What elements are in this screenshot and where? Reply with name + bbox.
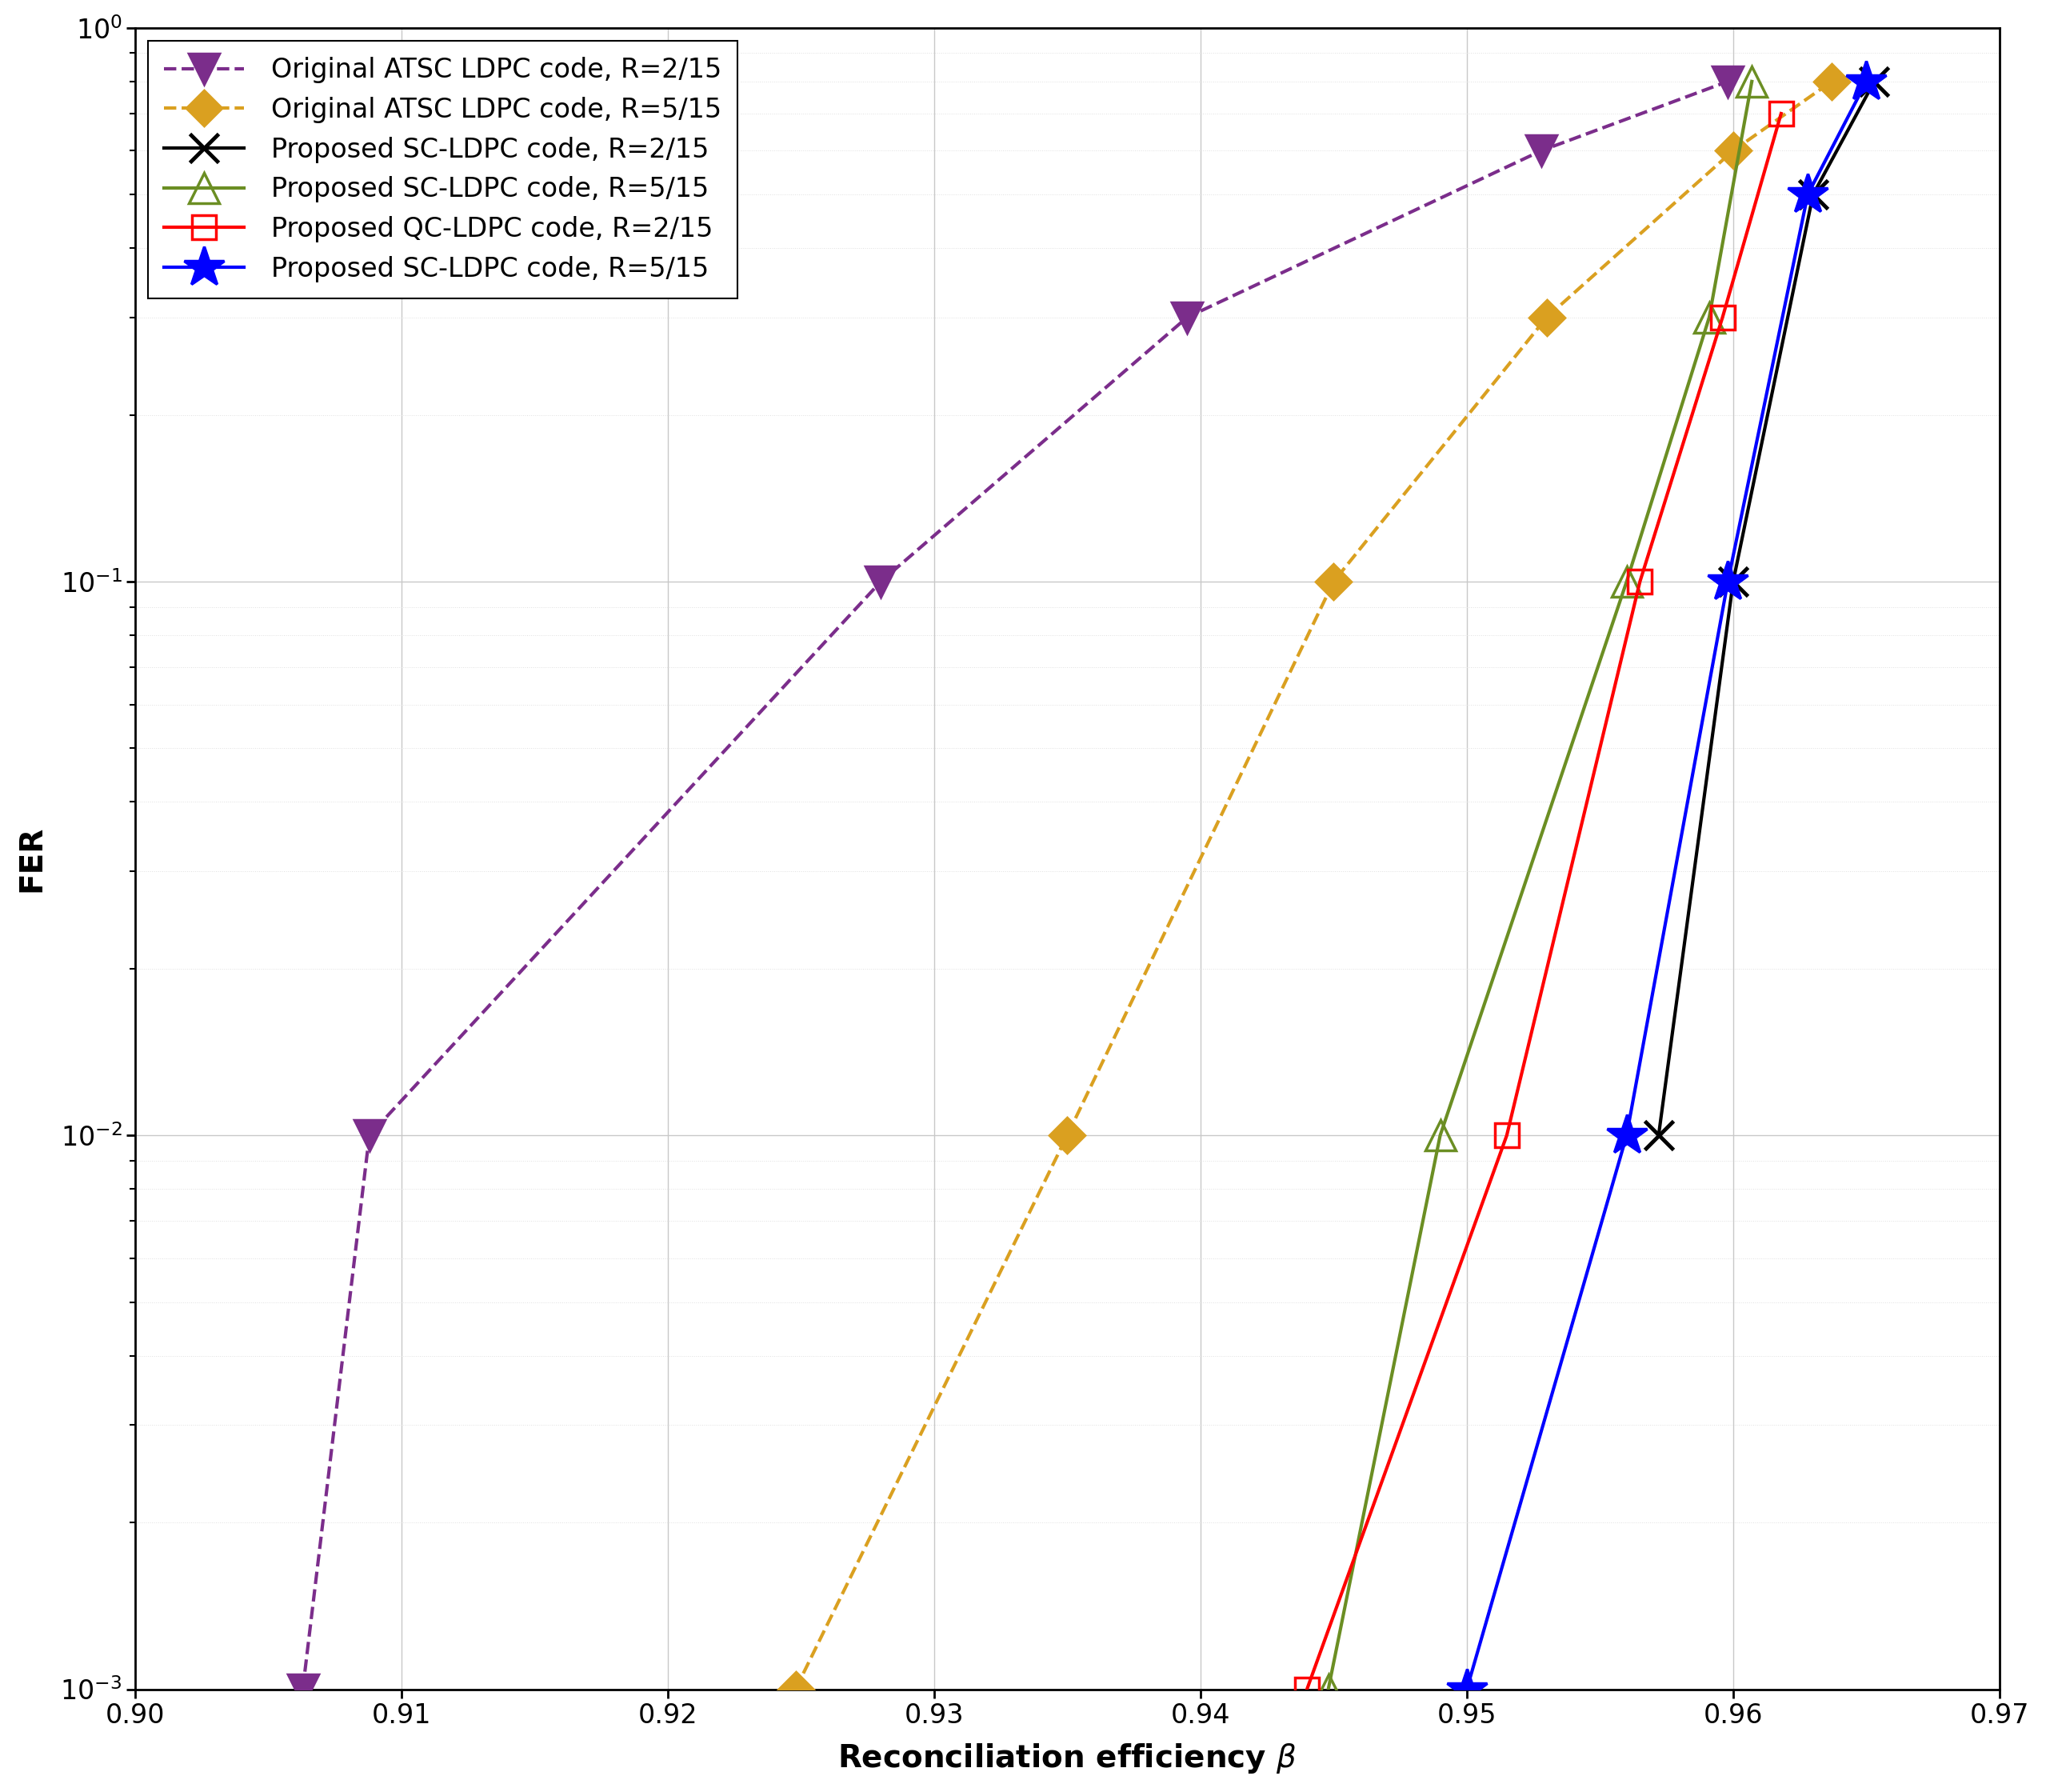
Proposed QC-LDPC code, R=2/15	[1770, 102, 1794, 124]
Line: Original ATSC LDPC code, R=2/15: Original ATSC LDPC code, R=2/15	[286, 66, 1743, 1704]
Line: Proposed SC-LDPC code, R=5/15: Proposed SC-LDPC code, R=5/15	[1314, 66, 1768, 1704]
Proposed SC-LDPC code, R=2/15	[1721, 572, 1745, 593]
Y-axis label: FER: FER	[16, 824, 47, 892]
Proposed SC-LDPC code, R=5/15	[1854, 70, 1878, 91]
Proposed SC-LDPC code, R=5/15	[1739, 70, 1764, 91]
Proposed QC-LDPC code, R=2/15	[1710, 306, 1735, 328]
Original ATSC LDPC code, R=2/15	[868, 572, 892, 593]
Original ATSC LDPC code, R=5/15	[1056, 1125, 1080, 1147]
Proposed SC-LDPC code, R=5/15	[1715, 572, 1739, 593]
Proposed SC-LDPC code, R=5/15	[1614, 572, 1639, 593]
Original ATSC LDPC code, R=2/15	[358, 1125, 383, 1147]
Proposed SC-LDPC code, R=2/15	[1862, 70, 1886, 91]
Original ATSC LDPC code, R=2/15	[1715, 70, 1739, 91]
Proposed SC-LDPC code, R=5/15	[1696, 306, 1721, 328]
Proposed QC-LDPC code, R=2/15	[1295, 1679, 1320, 1701]
Proposed SC-LDPC code, R=5/15	[1796, 185, 1821, 206]
Original ATSC LDPC code, R=2/15	[291, 1679, 315, 1701]
Original ATSC LDPC code, R=5/15	[1534, 306, 1559, 328]
Proposed SC-LDPC code, R=2/15	[1647, 1125, 1672, 1147]
Line: Proposed QC-LDPC code, R=2/15: Proposed QC-LDPC code, R=2/15	[1295, 102, 1794, 1701]
Proposed SC-LDPC code, R=5/15	[1614, 1125, 1639, 1147]
Original ATSC LDPC code, R=5/15	[1721, 140, 1745, 161]
Original ATSC LDPC code, R=5/15	[1819, 70, 1843, 91]
Proposed SC-LDPC code, R=5/15	[1455, 1679, 1479, 1701]
Line: Proposed SC-LDPC code, R=2/15: Proposed SC-LDPC code, R=2/15	[1645, 66, 1888, 1150]
Legend: Original ATSC LDPC code, R=2/15, Original ATSC LDPC code, R=5/15, Proposed SC-LD: Original ATSC LDPC code, R=2/15, Origina…	[147, 41, 737, 297]
Line: Original ATSC LDPC code, R=5/15: Original ATSC LDPC code, R=5/15	[784, 70, 1843, 1701]
Line: Proposed SC-LDPC code, R=5/15: Proposed SC-LDPC code, R=5/15	[1447, 61, 1888, 1710]
Original ATSC LDPC code, R=5/15	[784, 1679, 808, 1701]
Original ATSC LDPC code, R=5/15	[1322, 572, 1346, 593]
Proposed QC-LDPC code, R=2/15	[1494, 1125, 1518, 1147]
Original ATSC LDPC code, R=2/15	[1528, 140, 1553, 161]
X-axis label: Reconciliation efficiency $\beta$: Reconciliation efficiency $\beta$	[837, 1742, 1297, 1776]
Proposed SC-LDPC code, R=5/15	[1428, 1125, 1453, 1147]
Proposed QC-LDPC code, R=2/15	[1629, 572, 1653, 593]
Proposed SC-LDPC code, R=5/15	[1316, 1679, 1340, 1701]
Original ATSC LDPC code, R=2/15	[1174, 306, 1199, 328]
Proposed SC-LDPC code, R=2/15	[1800, 185, 1825, 206]
